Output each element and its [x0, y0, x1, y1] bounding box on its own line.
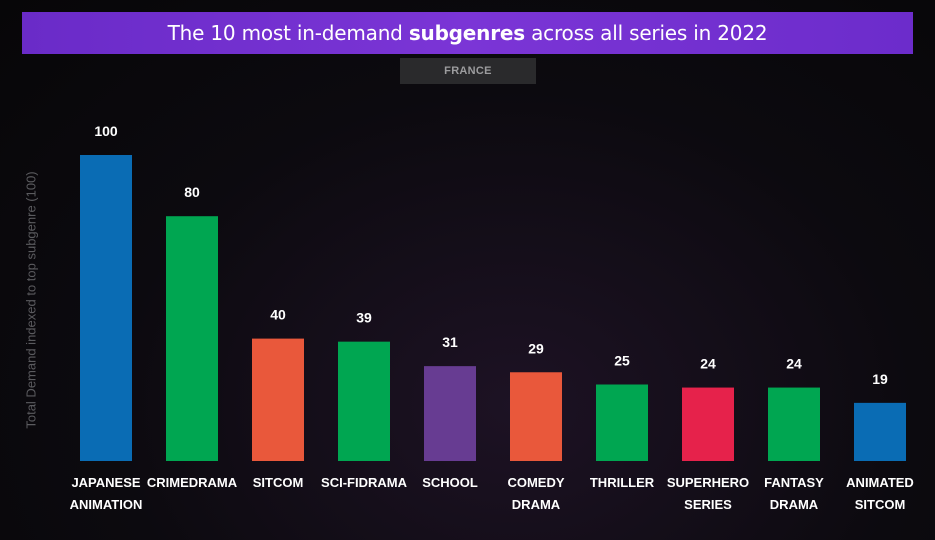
- bar-8: [768, 387, 820, 461]
- category-label-9: ANIMATED SITCOM: [846, 475, 914, 512]
- value-label-1: 80: [184, 184, 200, 200]
- chart-title-part1: The 10 most in-demand: [167, 21, 409, 45]
- chart-title-bold: subgenres: [408, 21, 525, 45]
- bar-5: [510, 372, 562, 461]
- category-label-5: COMEDY DRAMA: [507, 475, 564, 512]
- chart-title-part2: across all series in 2022: [524, 21, 768, 45]
- category-label-3: SCI-FIDRAMA: [321, 475, 408, 490]
- bar-9: [854, 402, 906, 461]
- value-label-0: 100: [94, 123, 118, 139]
- value-label-2: 40: [270, 307, 286, 323]
- category-label-2: SITCOM: [253, 475, 304, 490]
- category-label-4: SCHOOL: [422, 475, 478, 490]
- bar-1: [166, 216, 218, 461]
- category-label-0: JAPANESE ANIMATION: [70, 475, 143, 512]
- bar-3: [338, 341, 390, 461]
- bar-4: [424, 366, 476, 461]
- value-labels-group: 100 80 40 39 31 29 25 24 24 19: [94, 123, 888, 387]
- value-label-9: 19: [872, 371, 888, 387]
- category-label-8: FANTASY DRAMA: [764, 475, 824, 512]
- category-label-1: CRIMEDRAMA: [147, 475, 238, 490]
- category-labels-group: JAPANESE ANIMATION CRIMEDRAMA SITCOM SCI-FID…: [70, 475, 914, 512]
- bars-group: [80, 155, 906, 461]
- chart-title: The 10 most in-demand subgenres across a…: [22, 12, 913, 54]
- value-label-3: 39: [356, 310, 372, 326]
- value-label-8: 24: [786, 356, 802, 372]
- value-label-6: 25: [614, 353, 630, 369]
- value-label-7: 24: [700, 356, 716, 372]
- bar-7: [682, 387, 734, 461]
- bar-2: [252, 338, 304, 461]
- value-label-4: 31: [442, 334, 458, 350]
- value-label-5: 29: [528, 340, 544, 356]
- bar-0: [80, 155, 132, 461]
- category-label-6: THRILLER: [590, 475, 655, 490]
- country-tab[interactable]: FRANCE: [400, 58, 536, 84]
- bar-6: [596, 384, 648, 461]
- category-label-7: SUPERHERO SERIES: [667, 475, 749, 512]
